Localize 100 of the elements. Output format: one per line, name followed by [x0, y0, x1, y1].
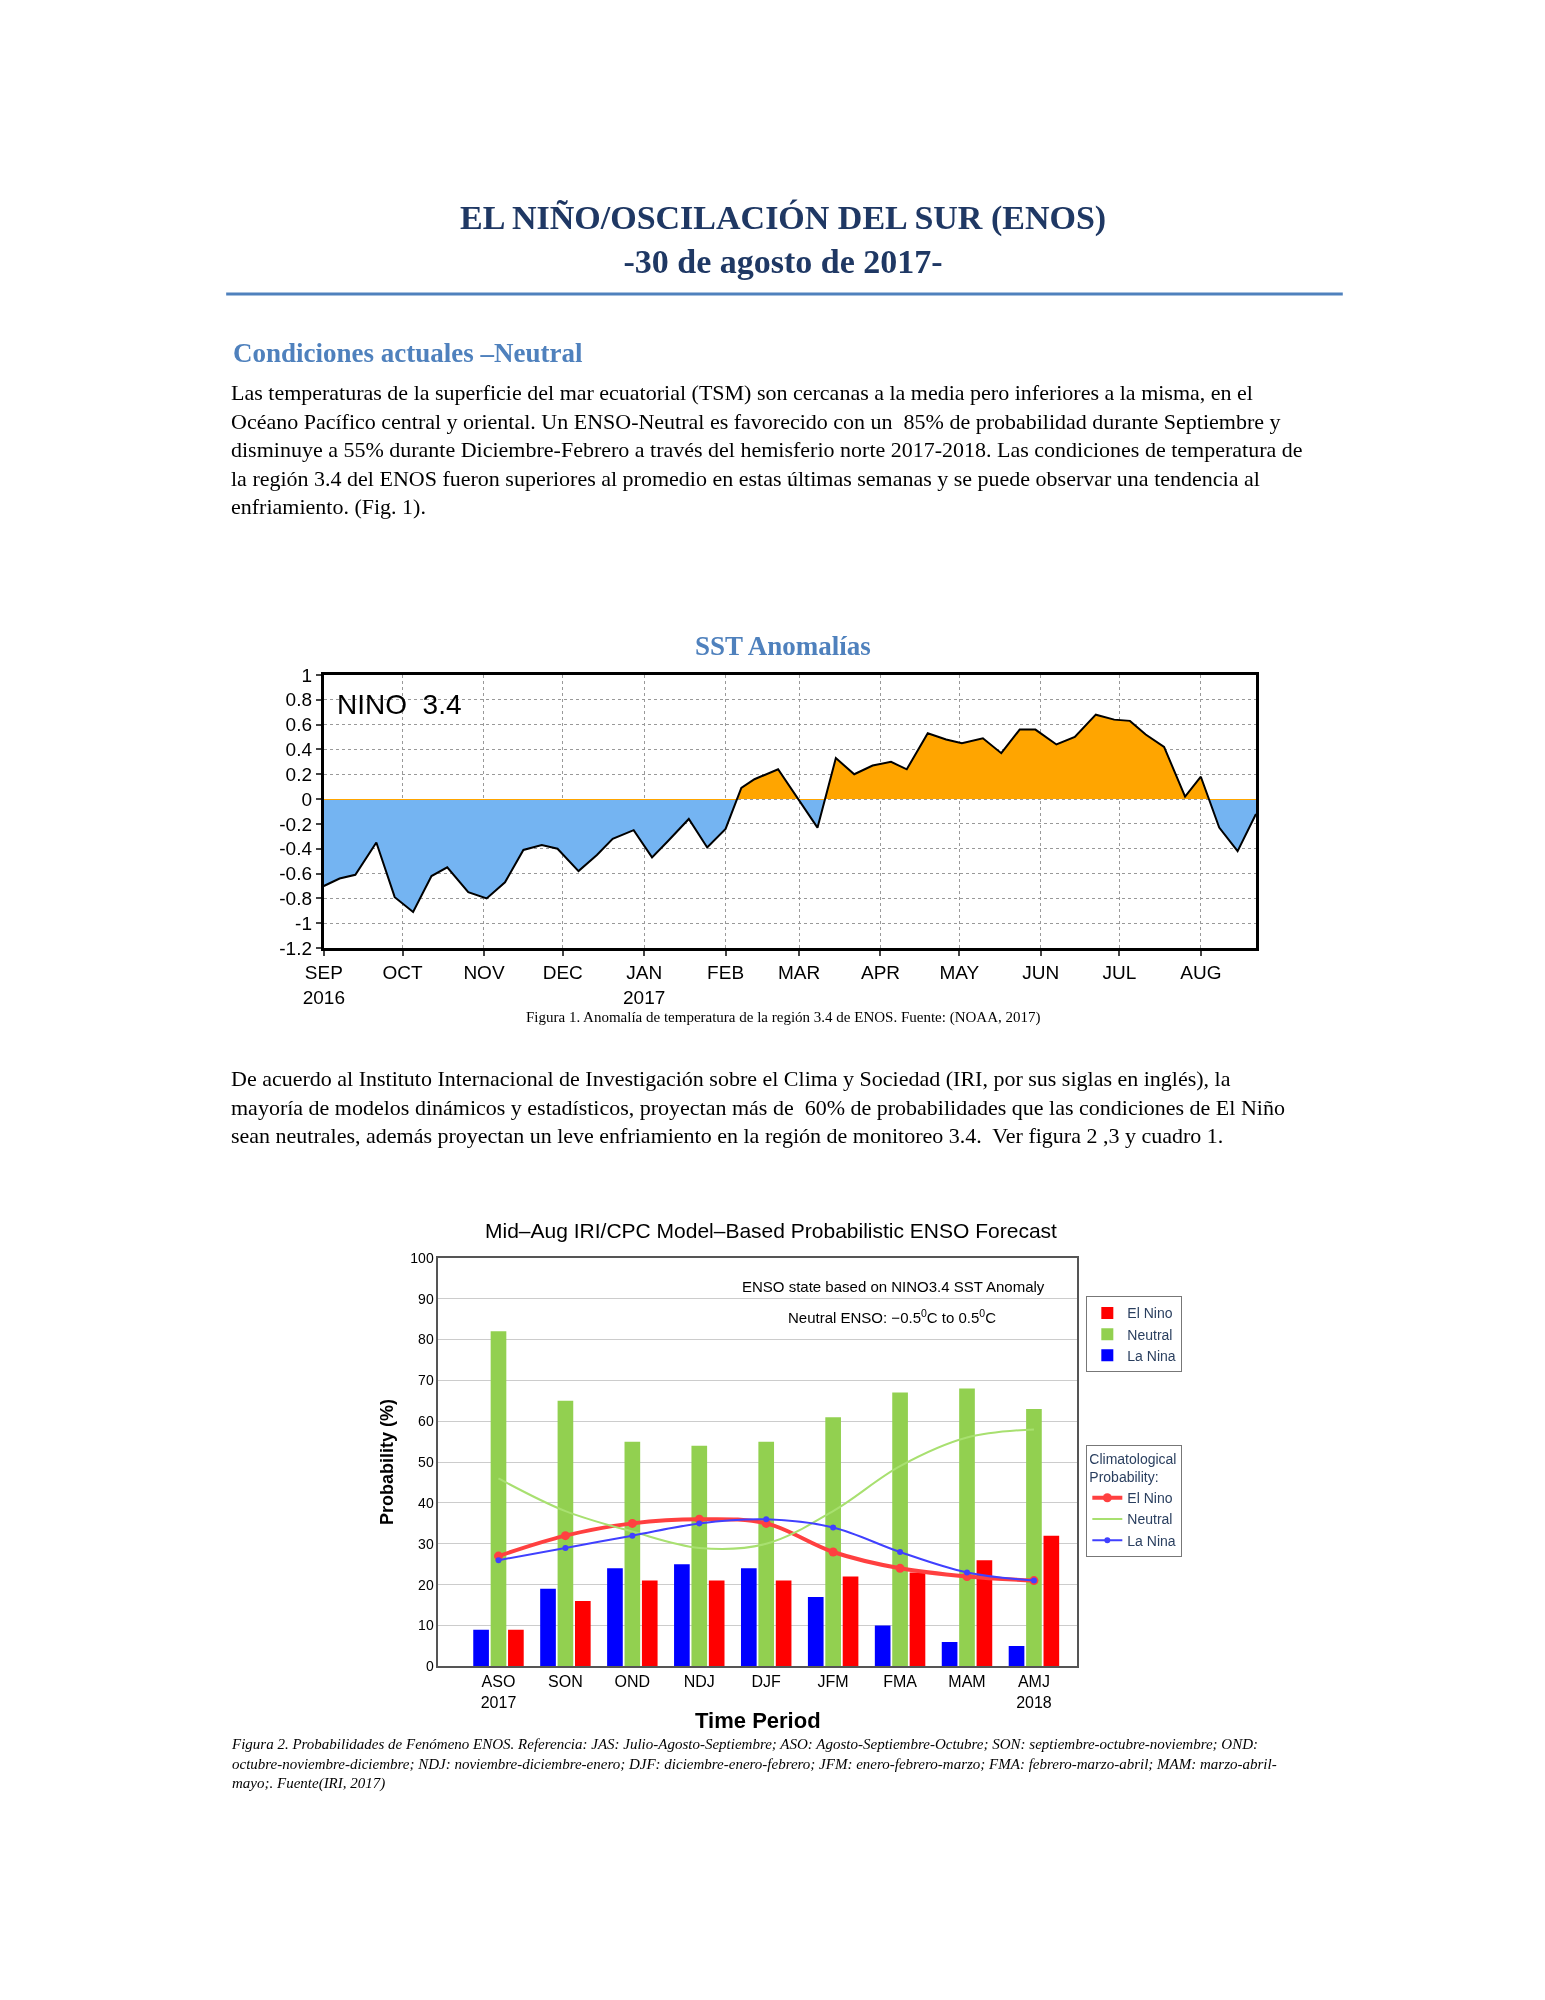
bar	[941, 1641, 958, 1667]
legend-label: Neutral	[1127, 1511, 1173, 1528]
bar	[976, 1560, 993, 1667]
line-series	[497, 1428, 1035, 1550]
bar	[758, 1441, 775, 1667]
legend-label: El Nino	[1127, 1305, 1173, 1322]
legend-label: Neutral	[1127, 1326, 1173, 1343]
bar	[624, 1441, 641, 1667]
y-tick-label: 30	[418, 1535, 434, 1552]
text: Figura 2. Probabilidades de Fenómeno ENOS. Referencia: JAS: Julio-Agosto-Septiembre; ASO: Agosto-Septiembre-Octubre; SON: septiembre-octubre-noviembre; OND: octubre-noviembre-diciembre; NDJ: noviembre-diciembre-enero; DJF: diciembre-enero-febrero; JFM: enero-febrero-marzo; FMA: febrero-marzo-abril; MAM: marzo-abril-mayo;. Fuente(IRI, 2017)	[231, 1736, 1277, 1792]
x-tick-label: DJF	[751, 1673, 782, 1691]
text: De acuerdo al Instituto Internacional de Investigación sobre el Clima y Sociedad (IRI, por sus siglas en inglés), la mayoría de modelos dinámicos y estadísticos, proyectan más de 60% de probabilidades que las condiciones de El Niño sean neutrales, además proyectan un leve enfriamiento en la región de monitoreo 3.4. Ver figura 2 ,3 y cuadro 1.	[231, 1066, 1285, 1149]
point	[897, 1549, 904, 1555]
point	[763, 1516, 770, 1523]
legend-label: La Nina	[1127, 1347, 1176, 1364]
bar	[807, 1596, 824, 1667]
point	[895, 1563, 905, 1573]
bar	[574, 1601, 591, 1667]
bar	[540, 1588, 556, 1667]
x-tick-label: JUL	[1102, 961, 1137, 983]
y-tick-label: 0.2	[285, 763, 313, 785]
x-tick-label: OND	[614, 1673, 651, 1691]
y-tick-label: 0.6	[285, 714, 313, 736]
bar	[473, 1629, 489, 1667]
y-tick-label: 80	[418, 1331, 434, 1348]
point	[627, 1518, 637, 1528]
y-tick-label: 100	[410, 1249, 434, 1266]
y-tick-label: 10	[418, 1617, 434, 1634]
y-tick-label: 60	[418, 1413, 434, 1430]
y-axis-title: Probability (%)	[377, 1399, 398, 1526]
y-tick-label: -0.8	[279, 888, 313, 910]
point	[629, 1532, 636, 1539]
bar	[508, 1629, 524, 1667]
point	[828, 1547, 838, 1557]
y-tick-label: 0.4	[285, 739, 313, 761]
bar	[1008, 1645, 1025, 1667]
x-tick-label: JUN	[1022, 961, 1060, 983]
text: Condiciones actuales –Neutral	[233, 338, 583, 368]
bar	[607, 1568, 623, 1667]
point	[696, 1520, 703, 1527]
point	[560, 1531, 570, 1541]
y-tick-label: 20	[418, 1576, 434, 1593]
bar	[674, 1564, 690, 1667]
bar	[1026, 1408, 1042, 1667]
legend-title: Climatological Probability:	[1089, 1450, 1177, 1486]
point	[964, 1569, 971, 1576]
bar	[959, 1388, 975, 1667]
text: EL NIÑO/OSCILACIÓN DEL SUR (ENOS) -30 de agosto de 2017-	[460, 199, 1107, 281]
y-tick-label: 70	[418, 1372, 434, 1389]
text: Las temperaturas de la superficie del mar ecuatorial (TSM) son cercanas a la media pero inferiores a la misma, en el Océano Pacífico central y oriental. Un ENSO-Neutral es favorecido con un 85% de probabilidad durante Septiembre y disminuye a 55% durante Diciembre-Febrero a través del hemisferio norte 2017-2018. Las condiciones de temperatura de la región 3.4 del ENOS fueron superiores al promedio en estas últimas semanas y se puede observar una tendencia al enfriamiento. (Fig. 1).	[231, 380, 1303, 520]
bar	[775, 1580, 792, 1667]
x-tick-label: FMA	[883, 1673, 918, 1691]
y-tick-label: 0.8	[285, 689, 313, 711]
bar	[490, 1331, 507, 1667]
bar	[909, 1572, 926, 1667]
y-tick-label: 50	[418, 1453, 434, 1470]
x-axis-title: Time Period	[695, 1707, 821, 1733]
bar	[641, 1580, 658, 1667]
annotation: ENSO state based on NINO3.4 SST Anomaly	[742, 1278, 1045, 1295]
x-tick-label: SEP 2016	[302, 961, 345, 1008]
legend-label: El Nino	[1127, 1490, 1173, 1507]
bar	[825, 1417, 841, 1667]
x-tick-label: MAY	[939, 961, 980, 983]
bar	[842, 1576, 859, 1667]
y-tick-label: -0.2	[279, 813, 313, 835]
x-tick-label: AMJ 2018	[1016, 1673, 1052, 1712]
y-tick-label: 0	[301, 788, 313, 810]
point	[562, 1544, 569, 1551]
y-tick-label: -0.6	[279, 863, 313, 885]
y-tick-label: 40	[418, 1494, 434, 1511]
bar	[1043, 1535, 1060, 1667]
x-tick-label: MAR	[777, 961, 821, 983]
y-tick-label: -1.2	[279, 937, 313, 959]
point	[495, 1557, 502, 1564]
x-tick-label: FEB	[707, 961, 745, 983]
y-tick-label: 1	[301, 664, 313, 686]
x-tick-label: MAM	[948, 1673, 986, 1691]
bar	[557, 1400, 574, 1667]
x-tick-label: JFM	[817, 1673, 849, 1691]
bar	[740, 1568, 757, 1667]
x-tick-label: ASO 2017	[480, 1673, 517, 1712]
text: Figura 1. Anomalía de temperatura de la región 3.4 de ENOS. Fuente: (NOAA, 2017)	[526, 1009, 1041, 1026]
chart-title: Mid–Aug IRI/CPC Model–Based Probabilistic ENSO Forecast	[485, 1219, 1058, 1242]
point	[830, 1524, 837, 1531]
x-tick-label: SON	[548, 1673, 583, 1691]
chart-title: SST Anomalías	[695, 631, 871, 661]
bar	[874, 1625, 891, 1667]
y-tick-label: 90	[418, 1290, 434, 1307]
x-tick-label: NDJ	[683, 1673, 715, 1691]
x-tick-label: APR	[860, 961, 901, 983]
annotation: Neutral ENSO: −0.5$^{0}$C to 0.5$^{0}$C	[788, 1307, 997, 1327]
x-tick-label: AUG	[1180, 961, 1222, 983]
bar	[708, 1580, 725, 1667]
x-tick-label: OCT	[382, 961, 424, 983]
y-tick-label: -0.4	[279, 838, 313, 860]
annotation: NINO 3.4	[337, 689, 462, 720]
x-tick-label: DEC	[542, 961, 583, 983]
x-tick-label: JAN 2017	[623, 961, 666, 1008]
x-tick-label: NOV	[463, 961, 505, 983]
y-tick-label: 0	[425, 1658, 434, 1675]
